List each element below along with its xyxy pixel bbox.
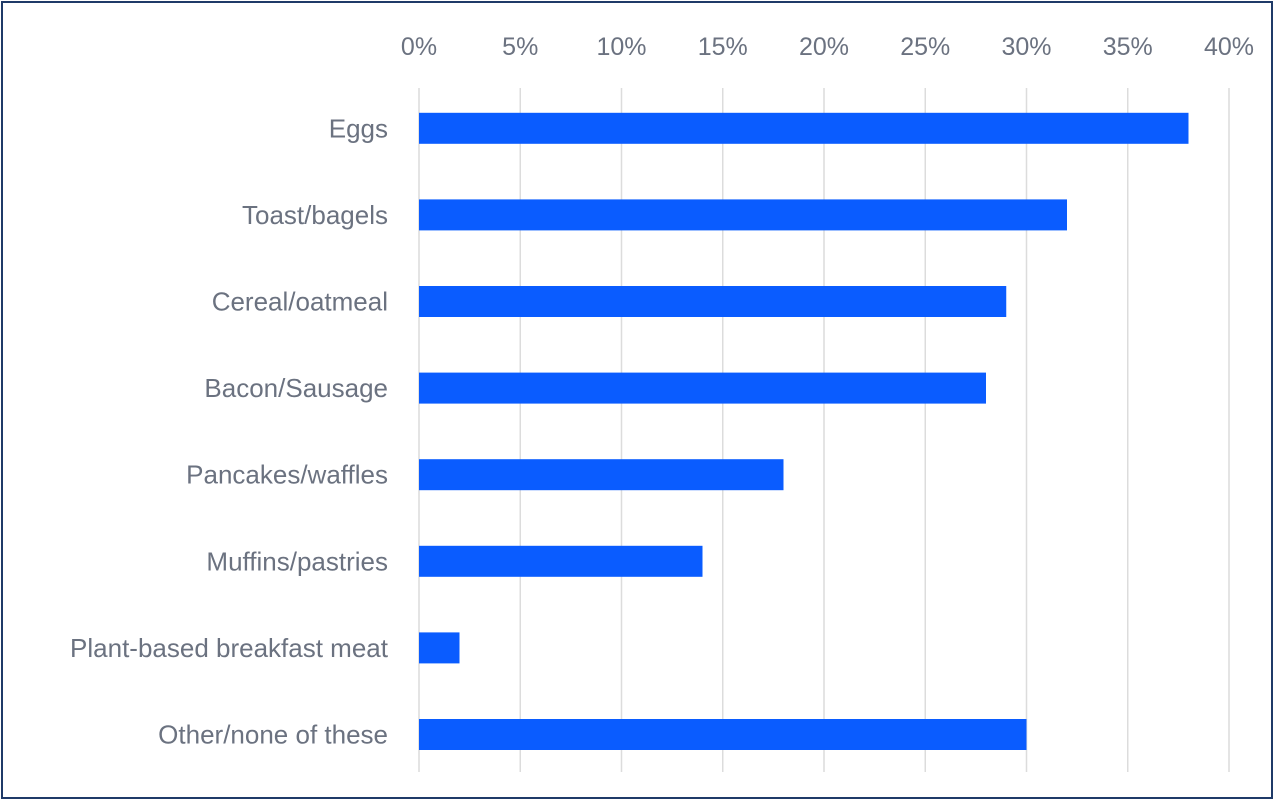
bar xyxy=(419,459,784,491)
x-axis-tick-labels: 0% 5% 10% 15% 20% 25% 30% 35% 40% xyxy=(401,33,1254,61)
x-tick-label: 35% xyxy=(1103,33,1153,61)
bar xyxy=(419,112,1189,144)
bar xyxy=(419,286,1007,317)
x-tick-label: 40% xyxy=(1204,33,1254,61)
bars xyxy=(419,112,1189,750)
bar xyxy=(419,372,986,404)
x-tick-label: 0% xyxy=(401,33,437,61)
category-label: Other/none of these xyxy=(158,720,388,750)
x-tick-label: 20% xyxy=(799,33,849,61)
x-tick-label: 15% xyxy=(698,33,748,61)
bar xyxy=(419,199,1067,231)
x-tick-label: 5% xyxy=(502,33,538,61)
category-label: Bacon/Sausage xyxy=(204,373,388,403)
category-label: Cereal/oatmeal xyxy=(212,287,388,317)
bar xyxy=(419,719,1027,750)
category-label: Pancakes/waffles xyxy=(186,460,388,490)
category-label: Plant-based breakfast meat xyxy=(70,633,389,663)
category-labels: Eggs Toast/bagels Cereal/oatmeal Bacon/Saus… xyxy=(70,113,389,749)
x-tick-label: 25% xyxy=(900,33,950,61)
category-label: Muffins/pastries xyxy=(206,546,388,576)
x-tick-label: 30% xyxy=(1001,33,1051,61)
grid-lines xyxy=(418,88,1230,772)
category-label: Eggs xyxy=(329,113,388,143)
category-label: Toast/bagels xyxy=(242,200,388,230)
bar xyxy=(419,545,703,577)
bar xyxy=(419,632,460,664)
x-tick-label: 10% xyxy=(596,33,646,61)
